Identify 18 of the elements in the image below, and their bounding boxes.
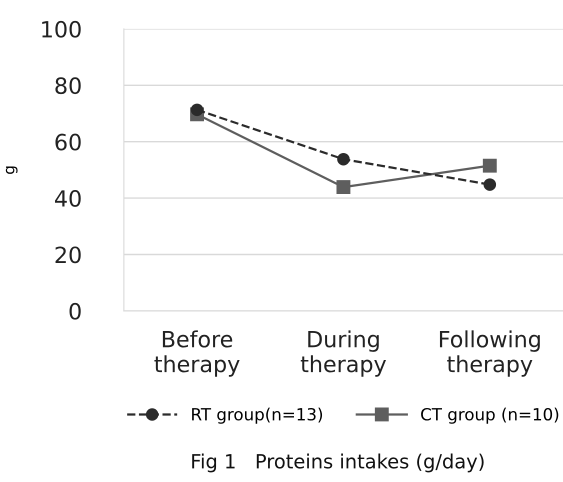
legend-label: RT group(n=13) (192, 408, 322, 424)
x-tick-label: Before therapy (154, 330, 240, 377)
y-tick-label: 0 (70, 302, 81, 320)
y-tick-label: 100 (42, 20, 81, 38)
y-tick-label: 80 (55, 77, 81, 94)
y-tick-label: 40 (55, 190, 81, 207)
y-axis-title: g (6, 166, 18, 174)
point (336, 180, 350, 194)
y-tick-label: 60 (55, 134, 81, 150)
x-tick-label: Following therapy (440, 330, 540, 377)
x-tick-label: During therapy (300, 330, 386, 377)
point (337, 152, 350, 166)
y-tick-label: 20 (56, 246, 81, 264)
point (482, 158, 497, 173)
text: Fig 1 Proteins intakes (g/day) (192, 454, 484, 472)
legend-label: CT group (n=10) (421, 408, 558, 424)
point (190, 104, 204, 116)
point (484, 178, 496, 191)
